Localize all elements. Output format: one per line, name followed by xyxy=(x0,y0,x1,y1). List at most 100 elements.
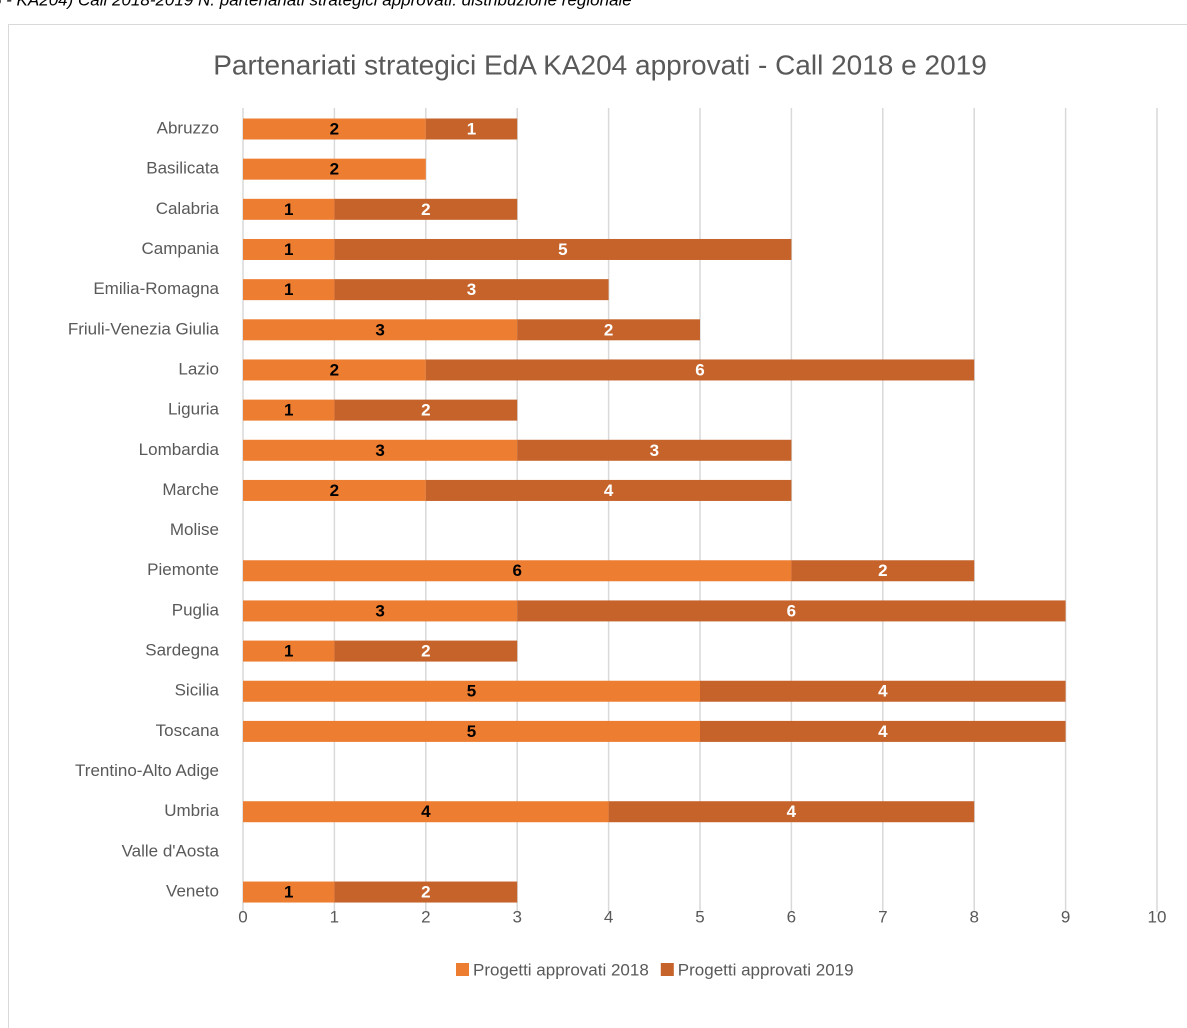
bar-segment xyxy=(243,399,335,421)
bar-segment xyxy=(425,479,792,501)
y-tick-label: Toscana xyxy=(156,721,220,740)
y-tick-label: Veneto xyxy=(166,882,219,901)
caption: 5 - KA204) Call 2018-2019 N. partenariat… xyxy=(0,0,632,9)
y-tick-label: Lazio xyxy=(178,359,219,378)
data-label: 3 xyxy=(375,320,384,339)
y-tick-label: Basilicata xyxy=(146,159,219,178)
bar-segment xyxy=(243,198,335,220)
data-label: 2 xyxy=(421,642,430,661)
x-tick-label: 7 xyxy=(878,907,887,926)
y-tick-label: Molise xyxy=(170,520,219,539)
bar-segment xyxy=(243,359,426,381)
x-tick-label: 9 xyxy=(1061,907,1070,926)
data-label: 1 xyxy=(284,401,293,420)
data-label: 1 xyxy=(284,200,293,219)
y-tick-label: Puglia xyxy=(172,600,220,619)
data-label: 3 xyxy=(375,601,384,620)
x-tick-label: 8 xyxy=(969,907,978,926)
y-tick-label: Calabria xyxy=(156,199,220,218)
bar-segment xyxy=(243,560,792,582)
bar-segment xyxy=(243,881,335,903)
bar-segment xyxy=(243,118,426,140)
x-tick-label: 0 xyxy=(238,907,247,926)
bar-segment xyxy=(517,600,1066,622)
data-label: 4 xyxy=(787,802,797,821)
data-label: 2 xyxy=(330,481,339,500)
data-label: 3 xyxy=(375,441,384,460)
bar-segment xyxy=(243,238,335,260)
data-label: 2 xyxy=(878,561,887,580)
data-label: 1 xyxy=(284,280,293,299)
data-label: 4 xyxy=(421,802,431,821)
bar-segment xyxy=(791,560,975,582)
data-label: 5 xyxy=(467,682,476,701)
y-tick-label: Umbria xyxy=(164,801,219,820)
data-label: 2 xyxy=(330,160,339,179)
bar-segment xyxy=(425,359,975,381)
x-tick-label: 3 xyxy=(512,907,521,926)
y-tick-label: Campania xyxy=(142,239,220,258)
bar-segment xyxy=(334,881,518,903)
bar-segment xyxy=(334,238,792,260)
bar-segment xyxy=(334,198,518,220)
data-label: 6 xyxy=(512,561,521,580)
bar-segment xyxy=(334,279,609,301)
data-label: 2 xyxy=(604,320,613,339)
y-tick-label: Friuli-Venezia Giulia xyxy=(68,319,220,338)
bar-segment xyxy=(334,399,518,421)
x-tick-label: 4 xyxy=(604,907,613,926)
bar-segment xyxy=(608,801,975,823)
y-tick-label: Lombardia xyxy=(139,440,220,459)
bar-segment xyxy=(243,479,426,501)
legend-swatch xyxy=(456,963,469,976)
legend-label: Progetti approvati 2019 xyxy=(678,960,854,979)
x-tick-label: 1 xyxy=(330,907,339,926)
y-tick-label: Trentino-Alto Adige xyxy=(75,761,219,780)
data-label: 6 xyxy=(695,360,704,379)
data-label: 1 xyxy=(284,883,293,902)
bar-segment xyxy=(243,600,518,622)
x-tick-label: 6 xyxy=(787,907,796,926)
legend-label: Progetti approvati 2018 xyxy=(473,960,649,979)
data-label: 2 xyxy=(330,360,339,379)
data-label: 4 xyxy=(878,682,888,701)
bar-segment xyxy=(334,640,518,662)
bar-segment xyxy=(243,720,700,742)
y-tick-label: Abruzzo xyxy=(157,118,219,137)
bar-segment xyxy=(243,439,518,461)
x-tick-label: 2 xyxy=(421,907,430,926)
bar-segment xyxy=(425,118,518,140)
bar-segment xyxy=(243,279,335,301)
bar-segment xyxy=(243,680,700,702)
data-label: 6 xyxy=(787,601,796,620)
y-tick-label: Marche xyxy=(162,480,219,499)
data-label: 2 xyxy=(330,119,339,138)
y-tick-label: Emilia-Romagna xyxy=(93,279,219,298)
data-label: 1 xyxy=(467,119,476,138)
data-label: 1 xyxy=(284,240,293,259)
data-label: 1 xyxy=(284,642,293,661)
chart-border xyxy=(8,24,1187,1028)
bar-segment xyxy=(700,720,1066,742)
bar-segment xyxy=(243,640,335,662)
bar-segment xyxy=(517,319,700,341)
x-tick-label: 10 xyxy=(1148,907,1167,926)
data-label: 5 xyxy=(558,240,567,259)
data-label: 2 xyxy=(421,883,430,902)
y-tick-label: Liguria xyxy=(168,400,220,419)
data-label: 4 xyxy=(878,722,888,741)
data-label: 5 xyxy=(467,722,476,741)
bar-segment xyxy=(700,680,1066,702)
bar-segment xyxy=(517,439,792,461)
y-tick-label: Sicilia xyxy=(175,681,220,700)
chart-title: Partenariati strategici EdA KA204 approv… xyxy=(213,49,987,80)
data-label: 3 xyxy=(650,441,659,460)
legend-swatch xyxy=(660,963,674,976)
y-tick-label: Sardegna xyxy=(145,641,219,660)
bar-segment xyxy=(243,319,518,341)
bar-segment xyxy=(243,158,426,180)
data-label: 2 xyxy=(421,401,430,420)
x-tick-label: 5 xyxy=(695,907,704,926)
y-tick-label: Valle d'Aosta xyxy=(122,841,220,860)
